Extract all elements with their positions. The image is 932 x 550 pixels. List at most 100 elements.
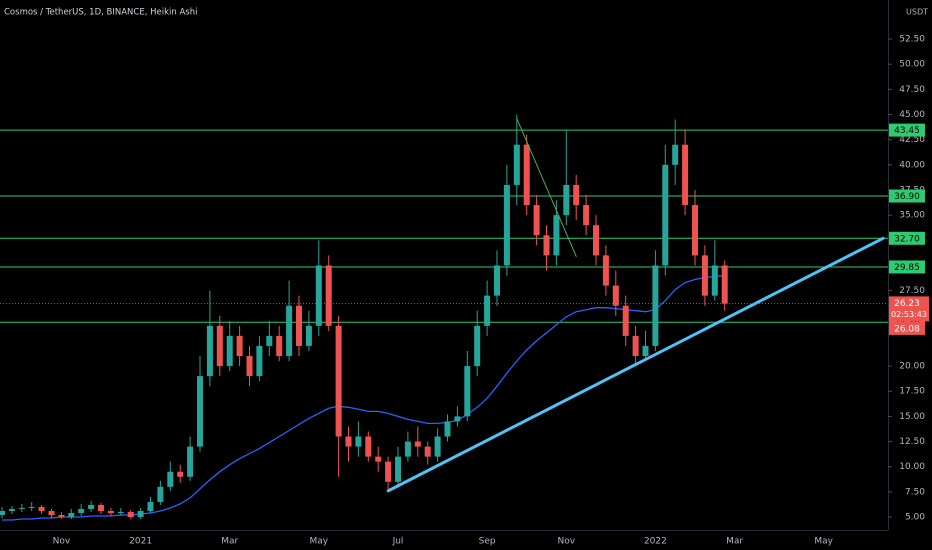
candle-body	[68, 512, 75, 518]
last-price-label: 26.23	[894, 299, 920, 309]
candle-body	[335, 325, 342, 437]
x-tick-label: Mar	[221, 537, 238, 547]
candle-body	[345, 436, 352, 447]
candle-body	[325, 265, 332, 326]
candle-body	[0, 510, 5, 516]
candle-body	[672, 144, 679, 165]
candle-body	[216, 325, 223, 367]
y-tick-label: 5.00	[905, 513, 925, 523]
level-price-box	[889, 123, 925, 137]
candle-body	[315, 265, 322, 326]
level-price-box	[889, 231, 925, 245]
candle-body	[692, 205, 698, 256]
candle-body	[454, 416, 461, 422]
candle-body	[28, 506, 35, 508]
candle-body	[88, 504, 95, 509]
candle-body	[296, 305, 302, 346]
candle-body	[305, 325, 312, 346]
y-tick-label: 12.50	[899, 437, 925, 447]
candle-body	[256, 345, 263, 377]
candle-body	[553, 215, 560, 256]
candle-body	[197, 376, 203, 447]
y-tick-label: 20.00	[899, 362, 925, 372]
candle-body	[236, 335, 243, 357]
chart-title: Cosmos / TetherUS, 1D, BINANCE, Heikin A…	[4, 8, 197, 18]
candle-body	[434, 436, 441, 457]
candle-body	[276, 335, 283, 357]
x-tick-label: Sep	[479, 537, 496, 547]
x-tick-label: Mar	[726, 537, 743, 547]
candle-body	[721, 265, 728, 304]
candle-body	[583, 205, 590, 226]
candle-body	[513, 144, 520, 185]
candle-body	[177, 471, 184, 477]
x-tick-label: 2022	[644, 537, 667, 547]
candle-body	[444, 421, 451, 437]
y-tick-label: 7.50	[905, 487, 925, 497]
candle-body	[78, 508, 85, 513]
candle-body	[286, 305, 293, 357]
candle-body	[385, 461, 392, 482]
level-price-box	[889, 260, 925, 274]
y-tick-label: 10.00	[899, 462, 925, 472]
candle-body	[127, 511, 134, 518]
candle-body	[58, 515, 65, 518]
candle-body	[642, 345, 649, 357]
candle-body	[98, 504, 104, 511]
candle-body	[226, 335, 233, 367]
candle-body	[167, 471, 174, 487]
candle-body	[543, 235, 550, 256]
y-tick-label: 35.00	[899, 211, 925, 221]
y-tick-label: 50.00	[899, 60, 925, 70]
candle-body	[622, 305, 629, 336]
candle-body	[414, 441, 421, 447]
candle-body	[494, 265, 500, 296]
candle-body	[424, 446, 431, 457]
candle-body	[365, 436, 372, 457]
x-tick-label: Jul	[392, 537, 404, 547]
level-price-label: 43.45	[894, 126, 920, 136]
y-tick-label: 45.00	[899, 110, 925, 120]
y-tick-label: 52.50	[899, 35, 925, 45]
candle-body	[8, 508, 15, 511]
last-price-box	[889, 296, 929, 322]
candle-body	[355, 436, 362, 447]
candle-body	[563, 184, 570, 216]
candle-body	[612, 285, 619, 306]
candle-body	[147, 501, 154, 511]
moving-average	[2, 274, 725, 521]
candle-body	[484, 295, 491, 326]
x-tick-label: 2021	[129, 537, 152, 547]
x-tick-label: Nov	[53, 537, 71, 547]
currency-label: USDT	[906, 8, 928, 17]
candle-body	[266, 335, 273, 346]
y-tick-label: 40.00	[899, 160, 925, 170]
candle-body	[533, 205, 540, 236]
candle-body	[395, 456, 401, 482]
candle-body	[404, 441, 411, 457]
marker-price-box	[889, 321, 925, 335]
candle-body	[632, 335, 639, 357]
candle-body	[711, 265, 718, 296]
candle-body	[187, 446, 194, 477]
candle-body	[38, 506, 45, 511]
candle-body	[573, 184, 580, 206]
trendline	[386, 236, 885, 493]
y-tick-label: 27.50	[899, 286, 925, 296]
candle-body	[474, 325, 481, 367]
candle-body	[523, 144, 530, 206]
x-tick-label: Nov	[558, 537, 576, 547]
x-tick-label: May	[309, 537, 328, 547]
candle-body	[593, 225, 599, 256]
y-tick-label: 42.50	[899, 135, 925, 145]
x-tick-label: May	[814, 537, 833, 547]
candle-body	[602, 255, 609, 286]
candle-body	[206, 325, 213, 377]
y-tick-label: 17.50	[899, 387, 925, 397]
candle-body	[464, 366, 471, 417]
marker-price-label: 26.08	[894, 324, 920, 334]
candle-body	[107, 510, 114, 513]
countdown: 02:53:43	[891, 310, 927, 319]
